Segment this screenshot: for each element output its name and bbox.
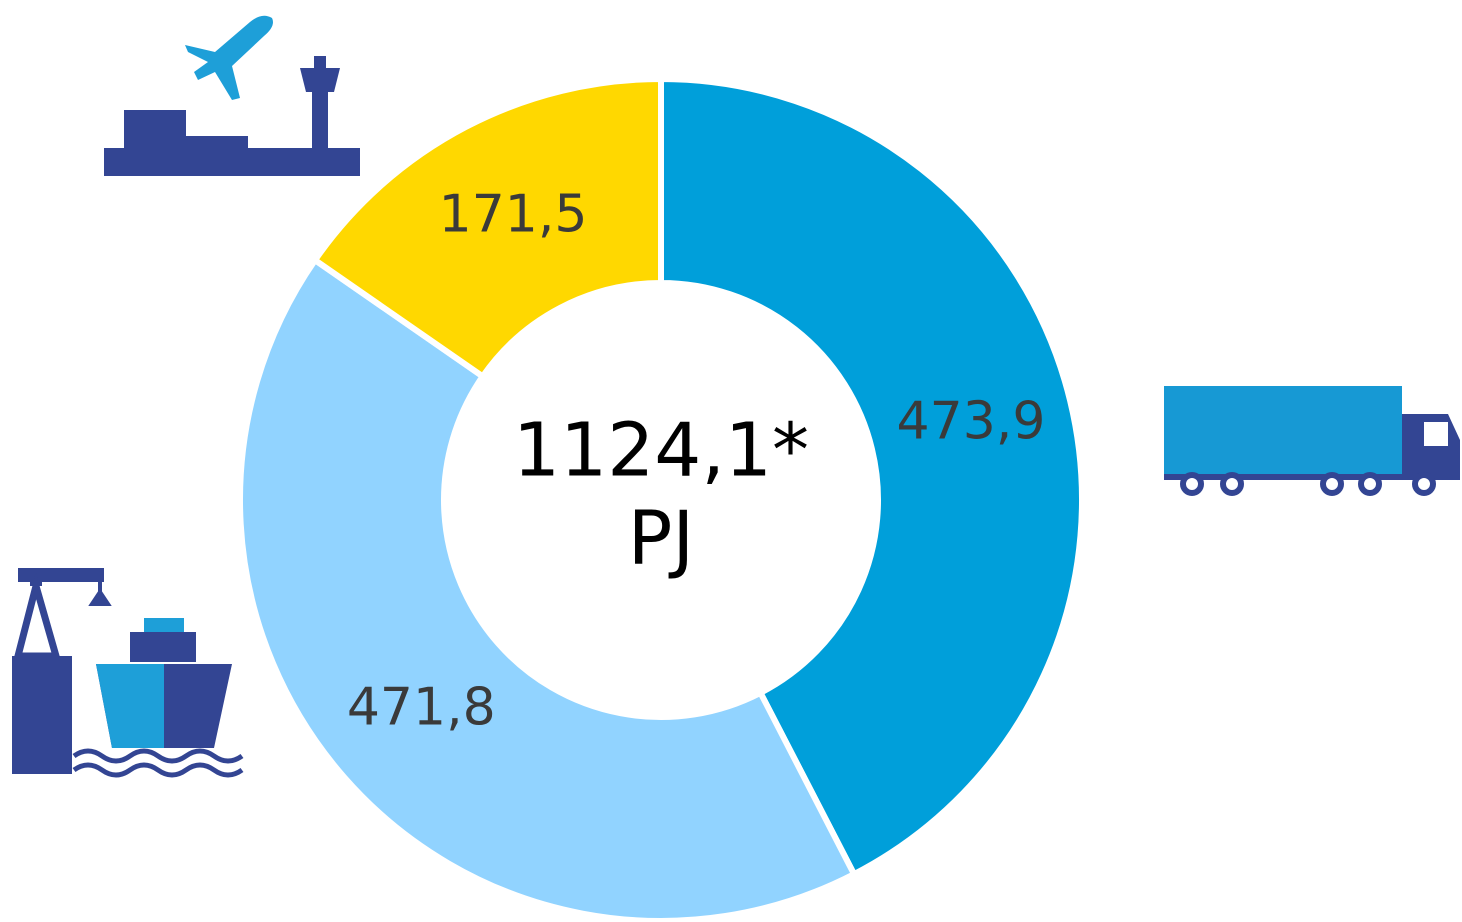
airport-icon — [104, 15, 360, 176]
center-total: 1124,1* — [513, 408, 809, 494]
donut-segment — [658, 75, 1085, 879]
donut-segment — [237, 255, 859, 922]
value-label: 171,5 — [439, 184, 588, 244]
truck-icon — [1164, 386, 1460, 496]
value-label: 473,9 — [897, 392, 1046, 452]
donut — [237, 75, 1085, 922]
donut-segment — [310, 75, 664, 381]
center-unit: PJ — [628, 496, 694, 582]
value-label: 471,8 — [347, 677, 496, 737]
port-icon — [12, 568, 244, 778]
